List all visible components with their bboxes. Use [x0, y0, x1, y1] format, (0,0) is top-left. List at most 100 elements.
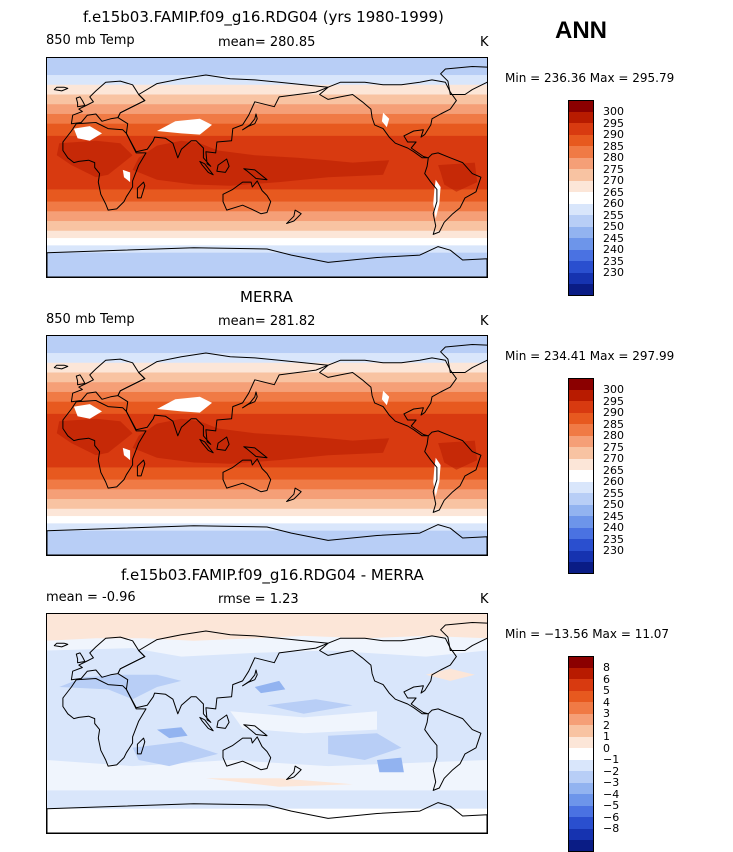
colorbar-swatch [568, 412, 594, 425]
temperature-band [47, 489, 487, 500]
panel-2-title: MERRA [240, 288, 293, 306]
colorbar-swatch [568, 123, 594, 135]
coastline-antarctica [47, 524, 487, 555]
colorbar-frame [568, 378, 594, 574]
temperature-band [47, 238, 487, 246]
colorbar-tick-label: −2 [603, 764, 620, 778]
coastline-newguinea [243, 446, 268, 459]
panel-1-variable-label: 850 mb Temp [46, 33, 135, 48]
colorbar-tick-label: 290 [603, 128, 624, 141]
coastline-britain [75, 374, 86, 386]
coastline-europe [70, 358, 146, 403]
colorbar-tick-label: 260 [603, 197, 624, 210]
colorbar-tick-label: 5 [603, 684, 610, 697]
missing-data-region [122, 447, 131, 461]
colorbar-tick-label: −1 [603, 753, 620, 766]
temperature-band [47, 353, 487, 364]
coastlines [47, 344, 487, 555]
colorbar-swatch [568, 458, 594, 471]
colorbar-tick-label: 295 [603, 116, 624, 130]
colorbar-swatch [568, 238, 594, 250]
temperature-band [47, 362, 487, 373]
colorbar-tick-label: −3 [603, 776, 620, 789]
colorbar-tick-label: 260 [603, 475, 624, 488]
coastline-antarctica [47, 802, 487, 833]
temperature-band [47, 499, 487, 510]
map-canvas [47, 58, 487, 277]
strong-negative-region [254, 680, 286, 694]
colorbar-tick-label: 300 [603, 383, 624, 396]
colorbar-swatch [568, 111, 594, 124]
coastline-borneo [216, 158, 230, 173]
colorbar-swatch [568, 550, 594, 563]
coastline-iceland [53, 86, 69, 92]
colorbar-tick-label: 1 [603, 730, 610, 743]
colorbar-swatch [568, 249, 594, 262]
temperature-band [47, 479, 487, 490]
map-canvas [47, 336, 487, 555]
colorbar-tick-label: 235 [603, 254, 624, 268]
colorbar-swatch [568, 203, 594, 216]
coastline-madagascar [136, 181, 146, 199]
panel-2-units: K [480, 314, 489, 329]
missing-data-region [381, 112, 390, 128]
coastline-northamerica [319, 79, 457, 159]
coastline-asia [117, 630, 329, 723]
coastline-sumatra [199, 716, 214, 732]
colorbar-tick-label: 2 [603, 718, 610, 732]
panel-2-minmax: Min = 234.41 Max = 297.99 [505, 349, 675, 363]
colorbar-swatch [568, 261, 594, 273]
colorbar-swatch [568, 215, 594, 227]
panel-1-mean-label: mean= 280.85 [218, 35, 316, 50]
coastline-australia [222, 736, 272, 771]
colorbar-tick-label: −4 [603, 787, 620, 801]
colorbar-swatch [568, 759, 594, 772]
missing-data-region [73, 404, 102, 419]
coastline-britain [75, 96, 86, 108]
colorbar-swatch [568, 817, 594, 829]
coastline-greenland [440, 66, 487, 95]
panel-1-title: f.e15b03.FAMIP.f09_g16.RDG04 (yrs 1980-1… [83, 8, 444, 26]
colorbar-swatch [568, 539, 594, 551]
temperature-band [47, 372, 487, 383]
missing-data-region [157, 118, 212, 135]
coastline-borneo [216, 436, 230, 451]
coastline-southamerica [424, 430, 482, 513]
colorbar-tick-label: 250 [603, 498, 624, 511]
near-zero-region [230, 711, 377, 734]
colorbar-tick-label: 290 [603, 406, 624, 419]
coastline-africa [62, 122, 147, 211]
colorbar-tick-label: 275 [603, 162, 624, 176]
coastline-madagascar [136, 459, 146, 477]
panel-3-rmse-label: rmse = 1.23 [218, 592, 299, 607]
colorbar-tick-label: −8 [603, 822, 620, 835]
coastline-borneo [216, 714, 230, 729]
coastline-asia [117, 74, 329, 167]
missing-data-region [47, 808, 487, 833]
colorbar-swatch [568, 272, 594, 285]
coastline-northamerica [319, 357, 457, 437]
coastline-greenland [440, 344, 487, 373]
coastline-britain [75, 652, 86, 664]
colorbar-swatch [568, 389, 594, 402]
colorbar-tick-label: 245 [603, 509, 624, 523]
colorbar-swatch [568, 424, 594, 436]
colorbar-swatch [568, 713, 594, 726]
colorbar-swatch [568, 679, 594, 691]
colorbar-swatch [568, 284, 594, 296]
coastline-newguinea [243, 724, 268, 737]
colorbar-swatch [568, 748, 594, 760]
colorbar-swatch [568, 771, 594, 783]
colorbar-swatch [568, 562, 594, 574]
colorbar-swatch [568, 828, 594, 841]
colorbar-swatch [568, 725, 594, 737]
warm-region [132, 140, 390, 186]
colorbar-swatch [568, 794, 594, 806]
temperature-band [47, 252, 487, 277]
missing-data-region [73, 126, 102, 141]
panel-2-colorbar [568, 378, 594, 574]
warm-region [56, 140, 133, 178]
colorbar-tick-label: 255 [603, 208, 624, 222]
colorbar-tick-label: 8 [603, 661, 610, 674]
coastline-newzealand [286, 487, 302, 502]
